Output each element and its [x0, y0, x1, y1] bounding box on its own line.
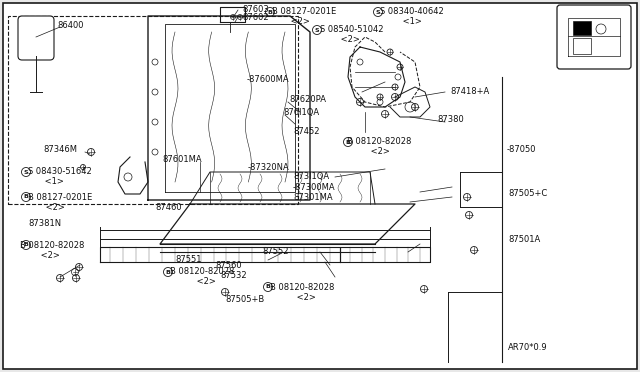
Text: 87532: 87532: [220, 270, 246, 279]
Text: 87381N: 87381N: [28, 219, 61, 228]
Text: B: B: [266, 285, 271, 289]
Text: 876l1QA: 876l1QA: [283, 108, 319, 116]
Text: 87501A: 87501A: [508, 234, 540, 244]
Text: B 08120-82028: B 08120-82028: [170, 267, 234, 276]
Text: <2>: <2>: [338, 35, 360, 45]
Text: AR70*0.9: AR70*0.9: [508, 343, 548, 352]
Text: <1>: <1>: [400, 17, 422, 26]
FancyBboxPatch shape: [18, 16, 54, 60]
Text: B 08120-82028: B 08120-82028: [347, 138, 412, 147]
Text: -87600MA: -87600MA: [247, 76, 290, 84]
Bar: [573, 38, 591, 54]
Text: S 08540-51042: S 08540-51042: [320, 26, 383, 35]
Circle shape: [596, 24, 606, 34]
Text: 86400: 86400: [57, 20, 83, 29]
Text: <2>: <2>: [294, 292, 316, 301]
Text: 87560: 87560: [215, 260, 242, 269]
Text: <1>: <1>: [42, 177, 64, 186]
Text: <2>: <2>: [43, 202, 65, 212]
Text: <2>: <2>: [194, 278, 216, 286]
Text: 87620PA: 87620PA: [289, 96, 326, 105]
Text: 87601MA: 87601MA: [162, 155, 202, 164]
Text: 87552: 87552: [262, 247, 289, 257]
Text: S: S: [376, 10, 380, 15]
Text: 873l1QA: 873l1QA: [293, 171, 329, 180]
Text: 87418+A: 87418+A: [450, 87, 489, 96]
Text: -87320NA: -87320NA: [248, 164, 290, 173]
Text: 87602: 87602: [242, 13, 269, 22]
Text: 87505+C: 87505+C: [508, 189, 547, 199]
Text: 87505+B: 87505+B: [225, 295, 264, 305]
Text: B: B: [268, 10, 273, 15]
Text: 87460: 87460: [155, 202, 182, 212]
Text: B 08120-82028: B 08120-82028: [270, 282, 334, 292]
Text: B: B: [24, 195, 28, 199]
Text: 87346M: 87346M: [43, 145, 77, 154]
Text: -87050: -87050: [507, 145, 536, 154]
Text: -87300MA: -87300MA: [293, 183, 335, 192]
Text: B 08127-0201E: B 08127-0201E: [28, 192, 92, 202]
Text: S 08340-40642: S 08340-40642: [380, 7, 444, 16]
Text: S 08430-51642: S 08430-51642: [28, 167, 92, 176]
Text: B: B: [166, 269, 170, 275]
Bar: [573, 21, 591, 35]
Bar: [8, 16, 298, 204]
Text: B: B: [346, 140, 351, 144]
Text: <2>: <2>: [38, 250, 60, 260]
Text: 87452: 87452: [293, 128, 319, 137]
Text: 87301MA: 87301MA: [293, 193, 333, 202]
Text: B: B: [24, 243, 28, 247]
Text: B 08127-0201E: B 08127-0201E: [272, 7, 336, 16]
Text: <2>: <2>: [368, 148, 390, 157]
FancyBboxPatch shape: [557, 5, 631, 69]
Text: 87380: 87380: [437, 115, 464, 125]
Text: B 08120-82028: B 08120-82028: [20, 241, 84, 250]
Text: S: S: [24, 170, 28, 174]
Text: 87551: 87551: [175, 256, 202, 264]
Text: S: S: [315, 28, 319, 32]
Text: <2>: <2>: [288, 17, 310, 26]
Text: 87603: 87603: [242, 4, 269, 13]
